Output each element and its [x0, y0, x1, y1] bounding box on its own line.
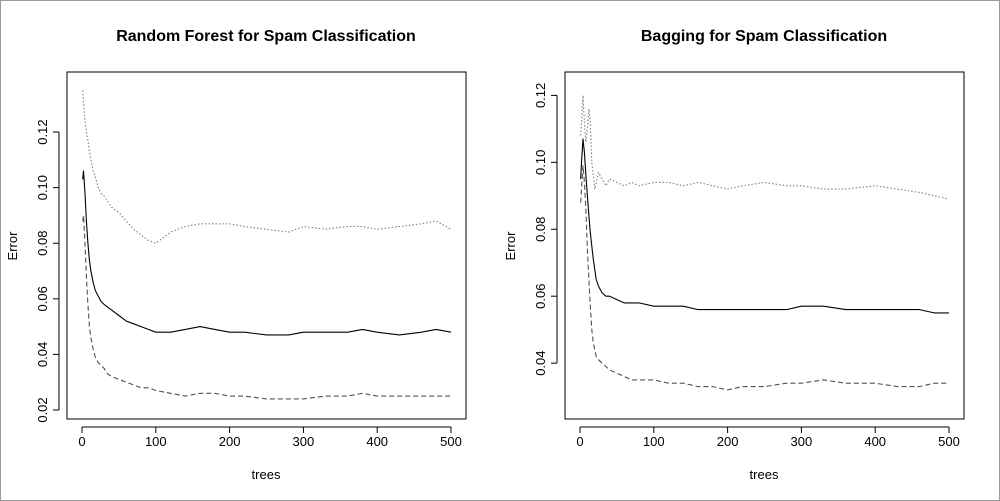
y-tick-label: 0.04 [533, 350, 548, 375]
x-axis-label: trees [252, 467, 281, 482]
axes-ticks: 0 100 200 300 400 500 0.02 0.04 0.06 0.08 0.10 0.12 [35, 119, 462, 449]
x-tick-label: 500 [440, 434, 462, 449]
series-line-class-1-error [580, 94, 950, 200]
y-axis-label: Error [503, 231, 518, 261]
x-tick-label: 0 [78, 434, 85, 449]
chart-bagging: Bagging for Spam Classification trees Er… [503, 28, 965, 482]
x-tick-label: 200 [717, 434, 739, 449]
x-tick-label: 300 [791, 434, 813, 449]
chart-title: Bagging for Spam Classification [641, 28, 887, 45]
x-axis-label: trees [750, 467, 779, 482]
chart-random-forest: Random Forest for Spam Classification tr… [5, 28, 467, 482]
x-tick-label: 100 [145, 434, 167, 449]
series-group [82, 90, 452, 400]
y-tick-label: 0.02 [35, 397, 50, 422]
series-line-oob [82, 170, 452, 336]
y-tick-label: 0.06 [533, 284, 548, 309]
plot-box [564, 71, 965, 420]
y-tick-label: 0.12 [35, 119, 50, 144]
y-tick-label: 0.10 [35, 175, 50, 200]
y-tick-label: 0.06 [35, 286, 50, 311]
y-axis-label: Error [5, 231, 20, 261]
y-tick-label: 0.10 [533, 150, 548, 175]
x-tick-label: 400 [366, 434, 388, 449]
chart-title: Random Forest for Spam Classification [116, 28, 416, 45]
x-tick-label: 400 [864, 434, 886, 449]
y-tick-label: 0.08 [35, 231, 50, 256]
y-tick-label: 0.12 [533, 83, 548, 108]
x-tick-label: 200 [219, 434, 241, 449]
plot-box [66, 71, 467, 420]
x-tick-label: 100 [643, 434, 665, 449]
series-line-oob [580, 138, 949, 314]
axes-ticks: 0 100 200 300 400 500 0.04 0.06 0.08 0.10 0.12 [533, 83, 960, 449]
series-group [580, 94, 950, 391]
y-tick-label: 0.04 [35, 342, 50, 367]
x-tick-label: 500 [938, 434, 960, 449]
series-line-class-2-error [82, 214, 451, 400]
x-tick-label: 0 [576, 434, 583, 449]
x-tick-label: 300 [293, 434, 315, 449]
series-line-class-2-error [580, 165, 949, 391]
y-tick-label: 0.08 [533, 217, 548, 242]
series-line-class-1-error [82, 90, 452, 244]
